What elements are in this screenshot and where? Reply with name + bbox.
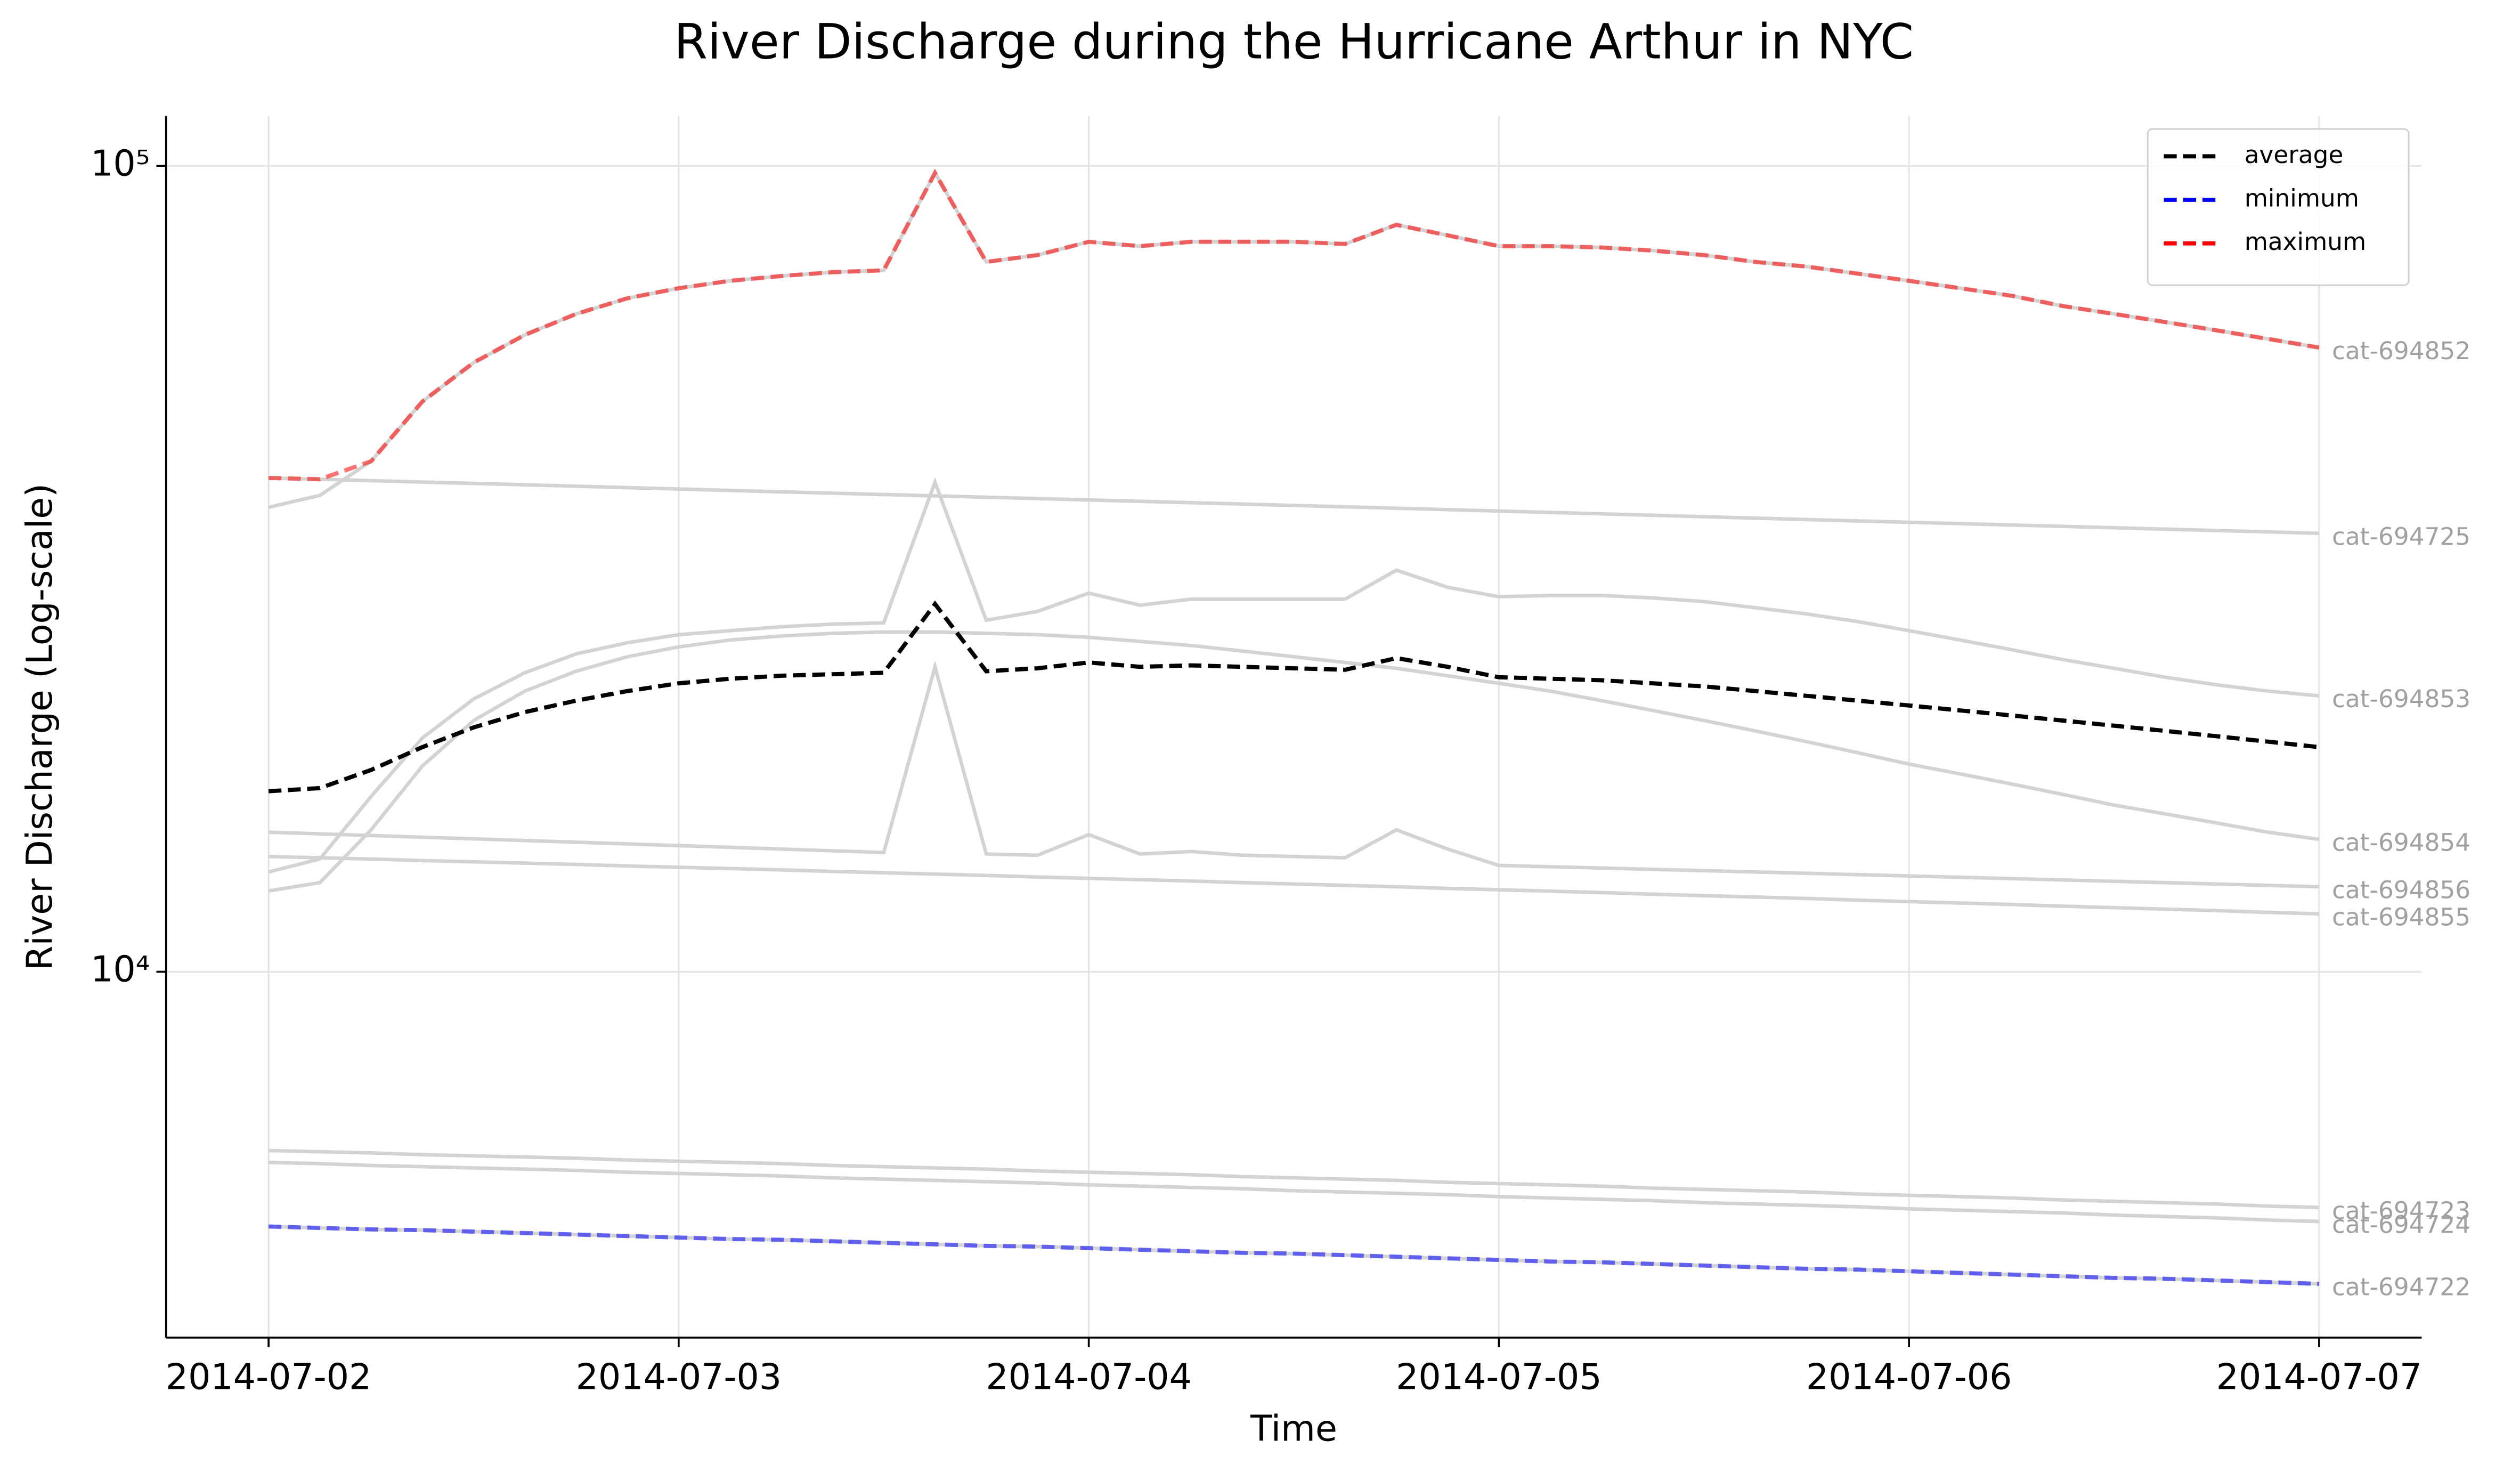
x-tick-label: 2014-07-07 bbox=[2216, 1356, 2423, 1398]
y-tick-label: 10⁴ bbox=[91, 949, 150, 990]
chart-title: River Discharge during the Hurricane Art… bbox=[674, 14, 1914, 70]
x-tick-label: 2014-07-02 bbox=[166, 1356, 372, 1398]
series-line bbox=[269, 1148, 2319, 1210]
series-line bbox=[269, 854, 2319, 916]
series-end-label: cat-694722 bbox=[2332, 1273, 2470, 1301]
series-line bbox=[268, 169, 2320, 509]
series-end-label: cat-694725 bbox=[2332, 522, 2470, 551]
series-line bbox=[268, 600, 2320, 794]
series-line bbox=[268, 1224, 2320, 1286]
legend-label: maximum bbox=[2245, 228, 2367, 256]
series-line bbox=[269, 660, 2319, 889]
series-line bbox=[269, 1160, 2319, 1224]
legend: average minimum maximum bbox=[2147, 128, 2410, 286]
series-line bbox=[269, 476, 2319, 536]
series-line bbox=[268, 477, 2320, 874]
x-tick-label: 2014-07-03 bbox=[576, 1356, 782, 1398]
x-tick-label: 2014-07-06 bbox=[1806, 1356, 2012, 1398]
x-tick-label: 2014-07-05 bbox=[1396, 1356, 1602, 1398]
legend-box bbox=[2147, 128, 2410, 286]
series-end-label: cat-694856 bbox=[2332, 876, 2470, 904]
series-line bbox=[268, 630, 2320, 893]
series-line bbox=[269, 168, 2320, 482]
series-end-label: cat-694855 bbox=[2332, 903, 2470, 931]
series-end-label: cat-694853 bbox=[2332, 685, 2470, 713]
y-tick-label: 10⁵ bbox=[91, 142, 150, 184]
y-axis-label: River Discharge (Log-scale) bbox=[19, 483, 60, 970]
legend-label: average bbox=[2245, 141, 2344, 169]
series-end-label: cat-694724 bbox=[2332, 1211, 2470, 1239]
x-tick-label: 2014-07-04 bbox=[986, 1356, 1192, 1398]
series-end-label: cat-694854 bbox=[2332, 829, 2470, 857]
legend-label: minimum bbox=[2245, 184, 2359, 212]
series-end-label: cat-694852 bbox=[2332, 337, 2470, 365]
x-axis-label: Time bbox=[1250, 1407, 1337, 1449]
series-end-label: cat-694723 bbox=[2332, 1196, 2470, 1225]
